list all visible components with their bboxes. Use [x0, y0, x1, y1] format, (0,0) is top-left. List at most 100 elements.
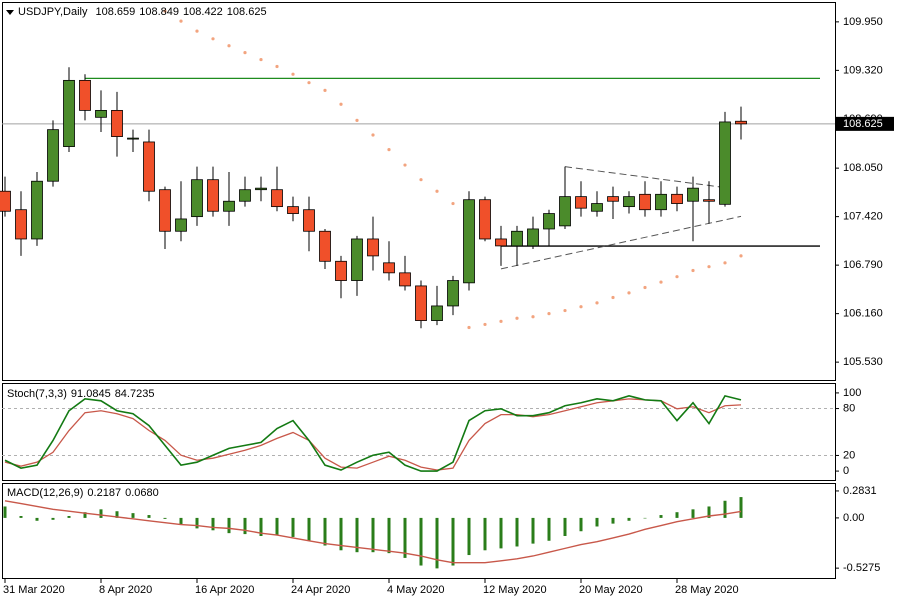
x-tick-label: 16 Apr 2020 — [195, 584, 254, 596]
sar-dot — [579, 305, 583, 309]
sar-dot — [467, 325, 471, 330]
candle-body — [399, 272, 411, 287]
histogram-bar — [227, 517, 231, 534]
sar-dot — [195, 29, 199, 33]
histogram-bar — [35, 517, 39, 521]
candle-body — [79, 79, 91, 111]
candle-body — [415, 285, 427, 321]
candle-body — [687, 187, 699, 202]
x-tick-label: 4 May 2020 — [387, 584, 444, 596]
candle-body — [31, 180, 43, 240]
histogram-bar — [51, 517, 55, 520]
macd-signal: 0.0680 — [125, 487, 159, 499]
candle-body — [143, 141, 155, 192]
histogram-bar — [387, 517, 391, 554]
y-tick-label: 0.00 — [843, 512, 864, 524]
x-tick-label: 12 May 2020 — [483, 584, 547, 596]
x-tick-label: 20 May 2020 — [579, 584, 643, 596]
sar-dot — [659, 280, 663, 284]
sar-dot — [435, 189, 439, 193]
histogram-bar — [163, 517, 167, 519]
histogram-bar — [675, 512, 679, 518]
x-tick-label: 8 Apr 2020 — [99, 584, 152, 596]
histogram-bar — [115, 511, 119, 518]
stoch-line — [4, 394, 742, 472]
main-header: USDJPY,Daily 108.659 108.849 108.422 108.625 — [18, 6, 267, 18]
histogram-bar — [275, 517, 279, 536]
candle-body — [47, 129, 59, 182]
histogram-bar — [211, 517, 215, 531]
y-tick-label: 109.950 — [843, 16, 883, 28]
histogram-bar — [131, 513, 135, 518]
histogram-bar — [451, 517, 455, 566]
histogram-bar — [355, 517, 359, 553]
histogram-bar — [419, 517, 423, 566]
histogram-bar — [723, 500, 727, 518]
trend-line — [500, 215, 742, 270]
histogram-bar — [499, 517, 503, 549]
y-tick-label: 107.420 — [843, 211, 883, 223]
sar-dot — [611, 295, 615, 300]
last-low: 108.422 — [183, 6, 223, 18]
histogram-bar — [531, 517, 535, 544]
sar-dot — [643, 285, 647, 290]
sar-dot — [355, 118, 359, 123]
trend-line — [564, 166, 726, 189]
histogram-bar — [339, 517, 343, 551]
y-tick-label: 80 — [843, 402, 855, 414]
sar-dot — [691, 268, 695, 273]
sar-dot — [499, 319, 503, 323]
histogram-bar — [147, 515, 151, 518]
last-open: 108.659 — [96, 6, 136, 18]
y-tick-label: -0.5275 — [843, 562, 880, 574]
y-tick-label: 109.320 — [843, 64, 883, 76]
candle-body — [223, 200, 235, 212]
candle-body — [207, 179, 219, 212]
histogram-bar — [611, 517, 615, 524]
y-tick-label: 20 — [843, 449, 855, 461]
sar-dot — [563, 308, 567, 313]
candle-body — [303, 209, 315, 232]
current-price-box — [836, 116, 894, 131]
candle-body — [15, 209, 27, 240]
histogram-bar — [179, 517, 183, 525]
sar-dot — [739, 254, 743, 258]
histogram-bar — [435, 517, 439, 569]
histogram-bar — [547, 517, 551, 541]
x-tick-label: 31 Mar 2020 — [3, 584, 65, 596]
candle-body — [63, 79, 75, 147]
sar-dot — [211, 37, 215, 41]
candle-body — [527, 228, 539, 247]
histogram-bar — [627, 517, 631, 521]
stoch-header: Stoch(7,3,3) 91.0845 84.7235 — [7, 388, 154, 400]
histogram-bar — [403, 517, 407, 558]
stoch-d: 84.7235 — [115, 388, 155, 400]
histogram-bar — [563, 517, 567, 536]
candle-body — [335, 260, 347, 281]
sar-dot — [723, 261, 727, 265]
histogram-bar — [643, 517, 647, 519]
collapse-arrow — [6, 10, 14, 15]
sar-dot — [531, 315, 535, 319]
histogram-bar — [99, 509, 103, 518]
candle-body — [671, 193, 683, 204]
sar-dot — [595, 301, 599, 305]
sar-dot — [707, 265, 711, 269]
histogram-bar — [291, 517, 295, 537]
sar-dot — [227, 44, 231, 48]
candle-body — [383, 262, 395, 274]
candle-body — [543, 213, 555, 230]
histogram-bar — [67, 516, 71, 518]
histogram-bar — [3, 506, 7, 518]
sar-dot — [323, 88, 327, 92]
macd-title: MACD(12,26,9) — [7, 487, 83, 499]
macd-hist: 0.2187 — [87, 487, 121, 499]
candle-body — [431, 305, 443, 321]
histogram-bar — [19, 516, 23, 518]
sar-dot — [403, 163, 407, 167]
y-tick-label: 108.050 — [843, 162, 883, 174]
sar-dot — [547, 312, 551, 316]
y-tick-label: 106.160 — [843, 308, 883, 320]
y-tick-label: 105.530 — [843, 356, 883, 368]
